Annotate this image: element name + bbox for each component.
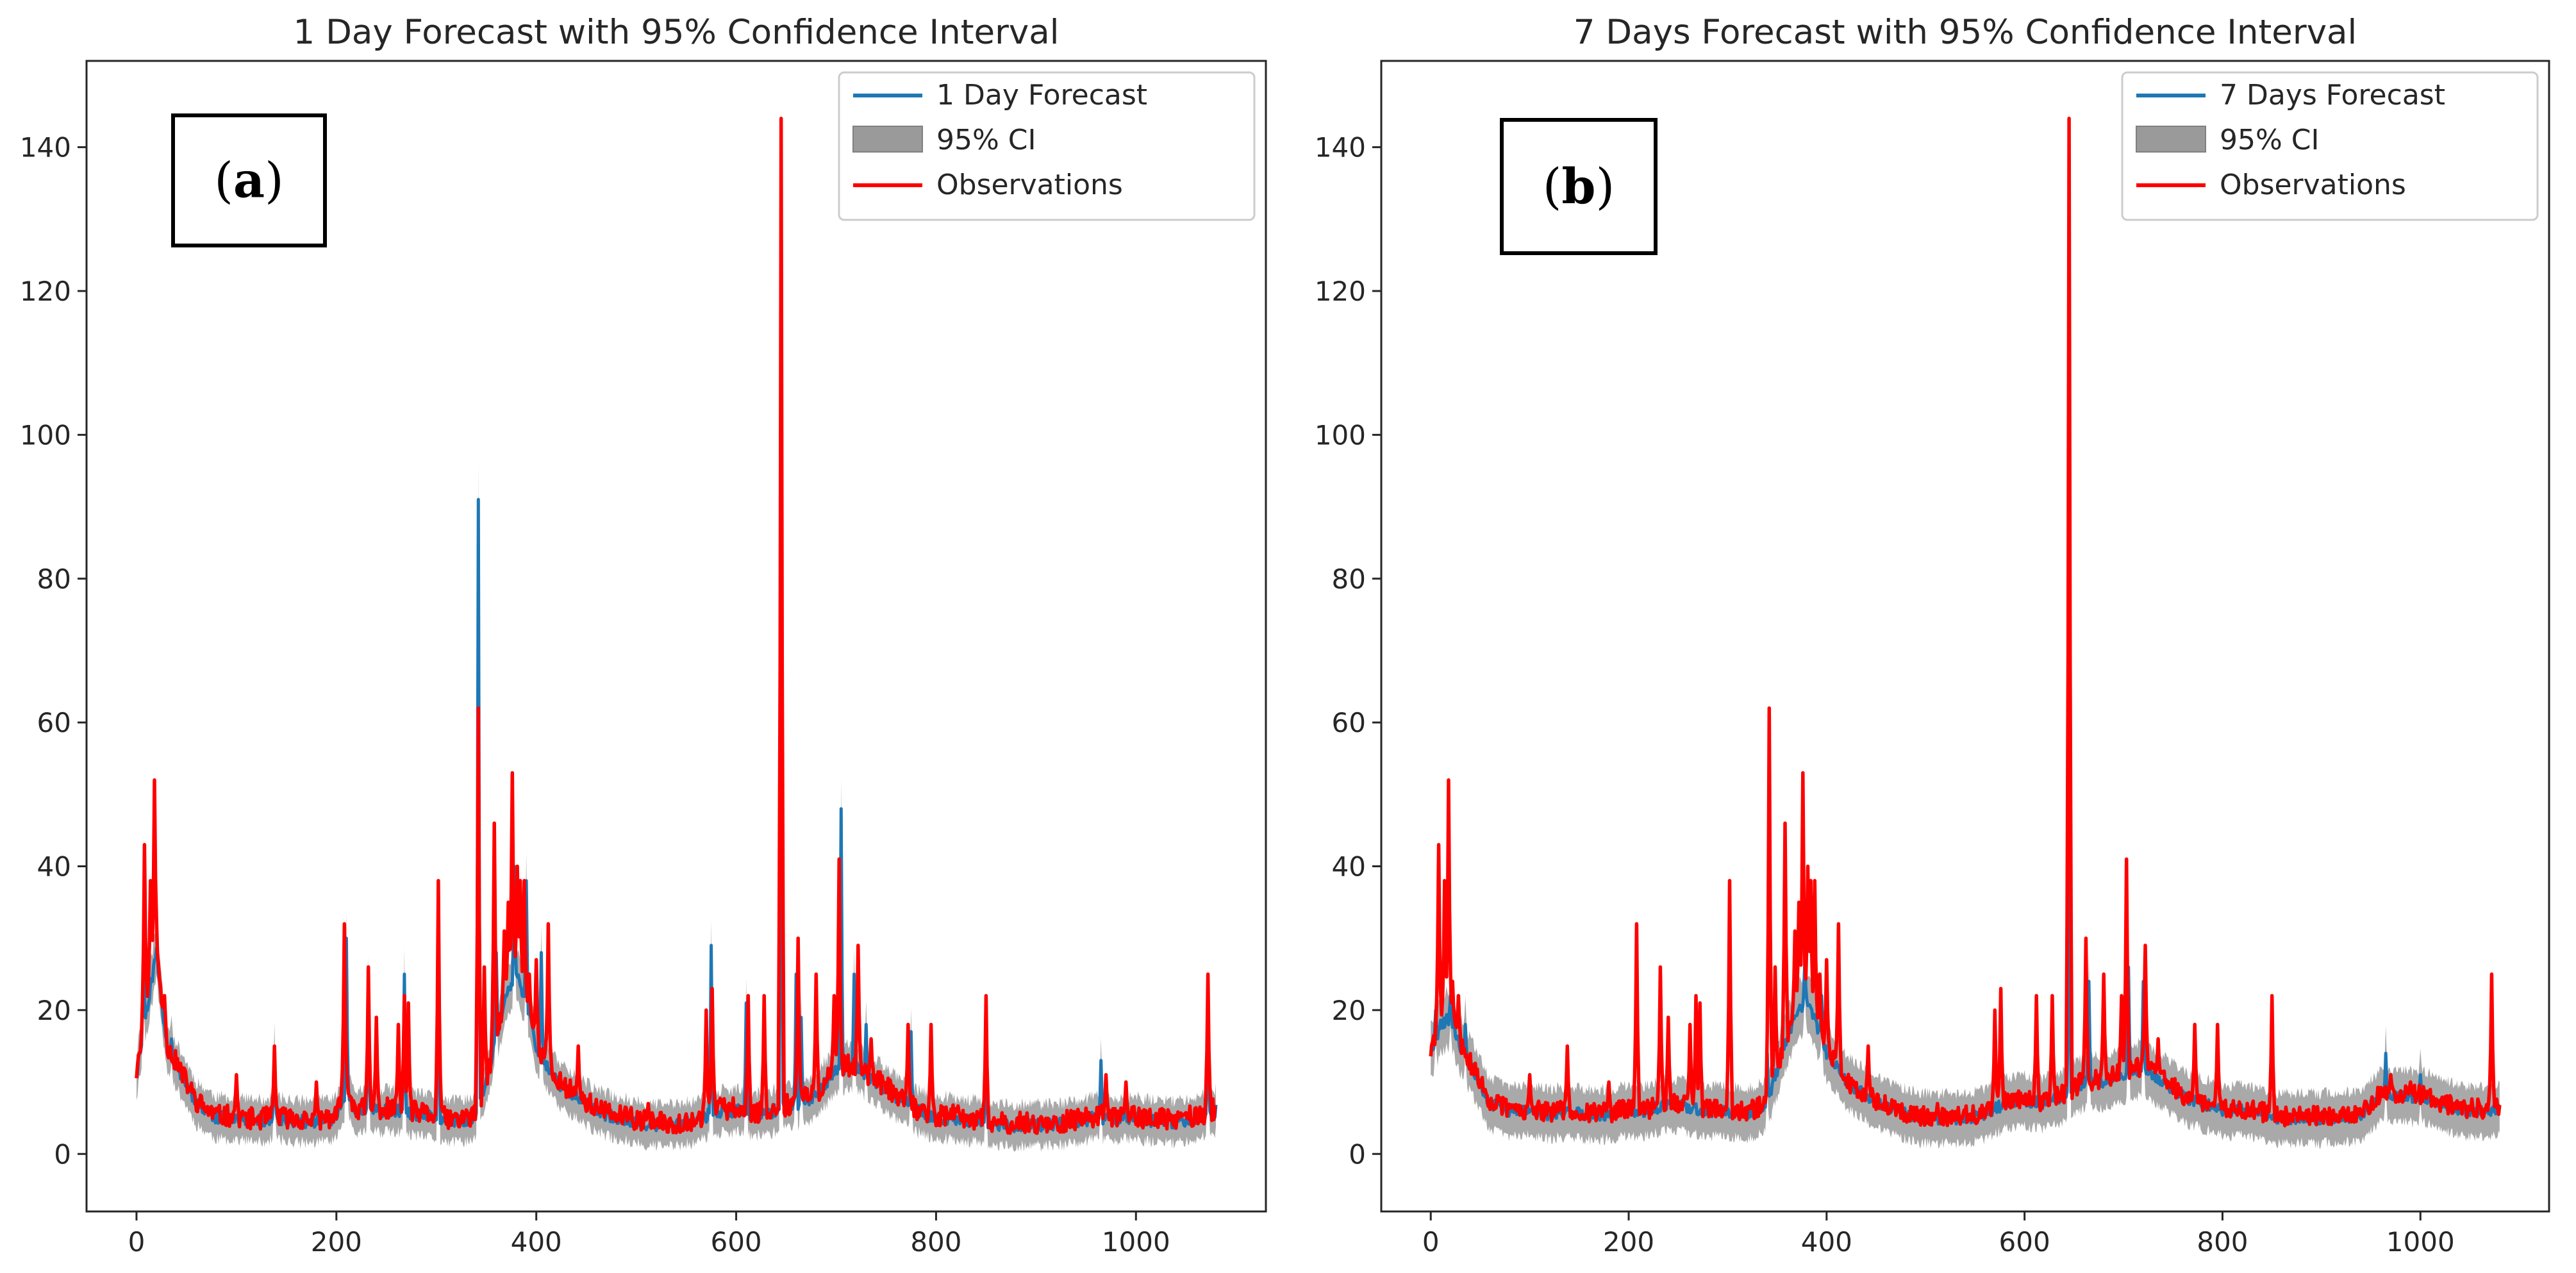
legend-ci-swatch bbox=[2136, 126, 2206, 153]
panel-label: (b) bbox=[1543, 158, 1615, 215]
panel-label-close: ) bbox=[265, 152, 284, 209]
y-tick-label: 0 bbox=[54, 1138, 71, 1170]
y-tick-label: 40 bbox=[1332, 851, 1366, 883]
panel-label-box bbox=[1500, 118, 1658, 255]
legend-frame bbox=[838, 71, 1256, 221]
x-tick-label: 0 bbox=[1422, 1226, 1440, 1258]
panel-label-open: ( bbox=[1543, 158, 1562, 215]
legend: 7 Days Forecast 95% CI Observations bbox=[2121, 71, 2539, 221]
ci-band bbox=[1431, 751, 2500, 1149]
legend-frame bbox=[2121, 71, 2539, 221]
y-tick-label: 20 bbox=[37, 995, 71, 1026]
x-tick-label: 1000 bbox=[1102, 1226, 1170, 1258]
y-tick-label: 20 bbox=[1332, 995, 1366, 1026]
y-tick-label: 100 bbox=[20, 419, 71, 451]
chart-title: 1 Day Forecast with 95% Confidence Inter… bbox=[294, 13, 1059, 52]
chart-panel-b: 0 200 400 600 800 1000 0 20 40 60 80 100 120 140 7 Day… bbox=[1315, 13, 2550, 1258]
chart-title: 7 Days Forecast with 95% Confidence Inte… bbox=[1574, 13, 2357, 52]
legend-observations-label: Observations bbox=[936, 169, 1123, 201]
panel-label-close: ) bbox=[1596, 158, 1615, 215]
y-tick-label: 60 bbox=[1332, 707, 1366, 738]
ci-band bbox=[137, 394, 1216, 1152]
y-tick-label: 60 bbox=[37, 707, 71, 738]
y-tick-label: 100 bbox=[1315, 419, 1366, 451]
panel-label-box bbox=[171, 113, 327, 247]
legend-observations-label: Observations bbox=[2220, 169, 2406, 201]
y-tick-label: 140 bbox=[1315, 132, 1366, 163]
chart-panel-a: 0 200 400 600 800 1000 0 20 40 60 80 100 120 140 1 Day… bbox=[20, 13, 1267, 1258]
x-tick-label: 200 bbox=[311, 1226, 362, 1258]
legend: 1 Day Forecast 95% CI Observations bbox=[838, 71, 1256, 221]
legend-ci-label: 95% CI bbox=[2220, 124, 2319, 156]
y-tick-label: 80 bbox=[1332, 563, 1366, 595]
axes-frame bbox=[1380, 60, 2550, 1213]
forecast-line bbox=[135, 433, 1218, 1133]
x-tick-label: 200 bbox=[1603, 1226, 1654, 1258]
y-tick-label: 40 bbox=[37, 851, 71, 883]
x-tick-label: 800 bbox=[2197, 1226, 2248, 1258]
legend-forecast-label: 1 Day Forecast bbox=[936, 79, 1147, 112]
x-tick-label: 600 bbox=[710, 1226, 761, 1258]
observations-line bbox=[135, 117, 1217, 1135]
y-tick-label: 120 bbox=[20, 276, 71, 307]
x-tick-label: 400 bbox=[511, 1226, 562, 1258]
x-tick-label: 0 bbox=[128, 1226, 145, 1258]
y-tick-label: 80 bbox=[37, 563, 71, 595]
x-tick-label: 400 bbox=[1801, 1226, 1852, 1258]
y-tick-label: 120 bbox=[1315, 276, 1366, 307]
x-tick-label: 800 bbox=[910, 1226, 961, 1258]
x-tick-label: 1000 bbox=[2386, 1226, 2455, 1258]
axes-frame bbox=[85, 60, 1267, 1213]
panel-label-open: ( bbox=[214, 152, 233, 209]
panel-label-letter: a bbox=[233, 152, 265, 209]
legend-forecast-label: 7 Days Forecast bbox=[2220, 79, 2445, 112]
forecast-line bbox=[1429, 785, 2502, 1126]
x-tick-label: 600 bbox=[1999, 1226, 2050, 1258]
panel-label-letter: b bbox=[1561, 158, 1595, 215]
legend-ci-label: 95% CI bbox=[936, 124, 1036, 156]
panel-label: (a) bbox=[214, 152, 284, 209]
y-tick-label: 0 bbox=[1349, 1138, 1366, 1170]
y-tick-label: 140 bbox=[20, 132, 71, 163]
legend-ci-swatch bbox=[852, 126, 923, 153]
observations-line bbox=[1429, 117, 2502, 1127]
